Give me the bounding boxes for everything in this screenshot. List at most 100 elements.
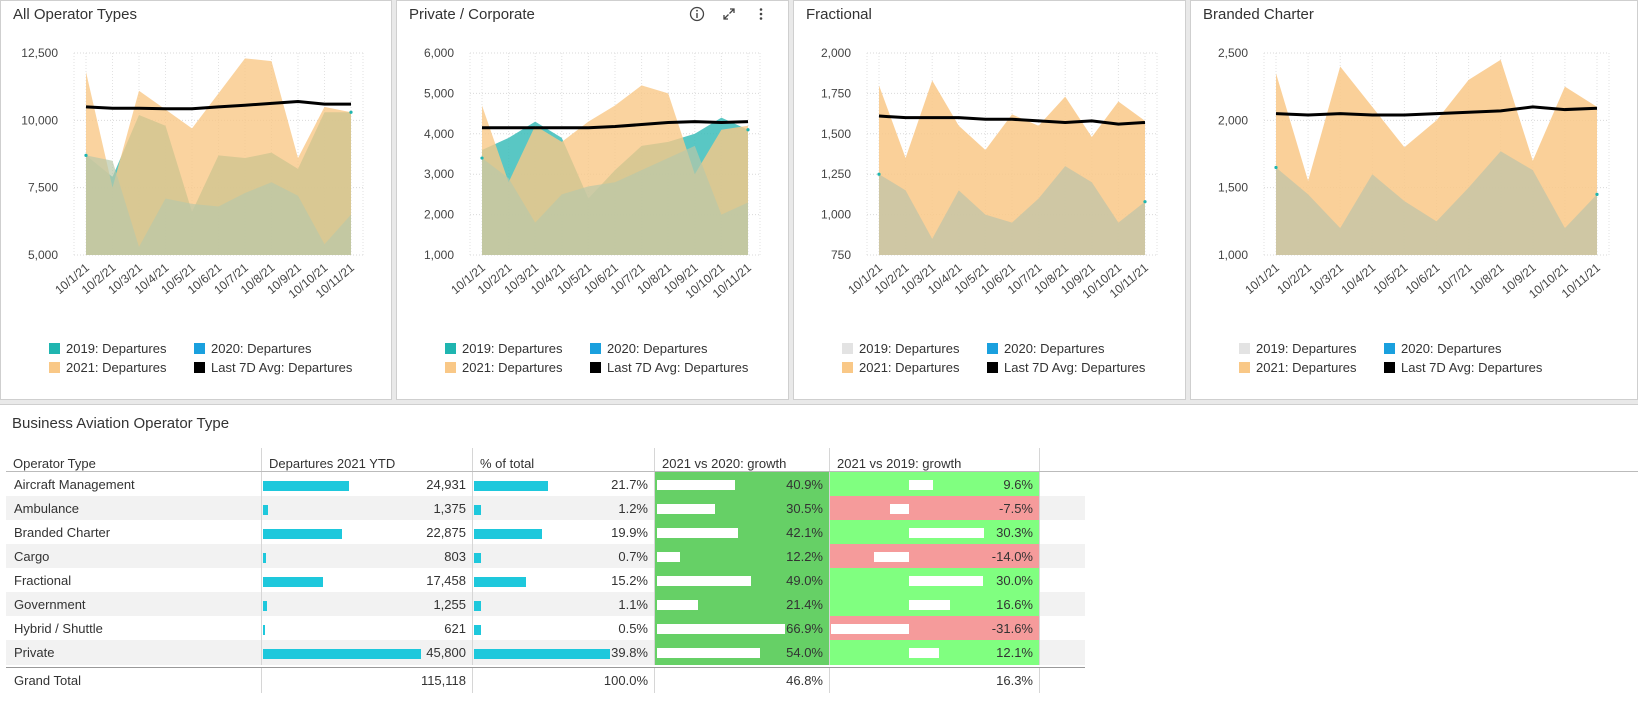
legend-2020[interactable]: 2020: Departures bbox=[194, 341, 384, 356]
legend-label: 2021: Departures bbox=[462, 360, 563, 375]
legend-2020[interactable]: 2020: Departures bbox=[987, 341, 1177, 356]
growth-vs-2020-cell: 40.9% bbox=[655, 472, 830, 497]
percent-total-bar bbox=[474, 481, 549, 491]
operator-type-cell: Cargo bbox=[6, 544, 262, 569]
percent-total-cell: 39.8% bbox=[473, 640, 655, 665]
legend-2021[interactable]: 2021: Departures bbox=[1239, 360, 1384, 375]
grand-total-label: Grand Total bbox=[14, 673, 81, 688]
operator-type-label: Private bbox=[14, 645, 55, 660]
area-2019-departures[interactable] bbox=[482, 145, 748, 255]
legend-2020[interactable]: 2020: Departures bbox=[1384, 341, 1574, 356]
info-icon[interactable] bbox=[688, 5, 706, 23]
growth-vs-2019-cell: 30.0% bbox=[830, 568, 1040, 593]
legend-2021[interactable]: 2021: Departures bbox=[49, 360, 194, 375]
percent-total-bar bbox=[474, 553, 481, 563]
line-last-7d-avg[interactable] bbox=[1275, 105, 1598, 117]
area-2019-departures[interactable] bbox=[1276, 151, 1597, 255]
y-tick-label: 6,000 bbox=[424, 46, 454, 60]
line-last-7d-avg[interactable] bbox=[85, 99, 351, 111]
legend-label: 2021: Departures bbox=[1256, 360, 1357, 375]
grand-total-growth-2019-cell: 16.3% bbox=[830, 668, 1040, 693]
legend-2019[interactable]: 2019: Departures bbox=[445, 341, 590, 356]
growth-vs-2019-cell: 16.6% bbox=[830, 592, 1040, 617]
legend-2021[interactable]: 2021: Departures bbox=[842, 360, 987, 375]
legend-label: 2020: Departures bbox=[1004, 341, 1105, 356]
percent-total-bar bbox=[474, 601, 481, 611]
growth-vs-2020-value: 21.4% bbox=[786, 597, 823, 612]
growth-vs-2019-bar bbox=[890, 504, 909, 514]
x-tick-label: 10/1/21 bbox=[1242, 260, 1282, 297]
operator-type-label: Hybrid / Shuttle bbox=[14, 621, 103, 636]
growth-vs-2019-value: -7.5% bbox=[999, 501, 1033, 516]
legend-label: 2021: Departures bbox=[859, 360, 960, 375]
growth-vs-2019-value: -31.6% bbox=[991, 621, 1033, 636]
percent-total-bar bbox=[474, 577, 526, 587]
percent-total-value: 1.2% bbox=[618, 501, 648, 516]
area-chart[interactable]: 6,0005,0004,0003,0002,0001,00010/1/2110/… bbox=[397, 1, 790, 331]
y-tick-label: 5,000 bbox=[28, 248, 58, 262]
growth-vs-2019-value: 30.0% bbox=[996, 573, 1033, 588]
legend-2019[interactable]: 2019: Departures bbox=[1239, 341, 1384, 356]
legend-2020[interactable]: 2020: Departures bbox=[590, 341, 780, 356]
panel-title: All Operator Types bbox=[13, 6, 137, 23]
growth-vs-2019-cell: -14.0% bbox=[830, 544, 1040, 569]
departures-bar bbox=[263, 505, 268, 515]
table-row[interactable]: Government 1,255 1.1% 21.4% 16.6% bbox=[6, 592, 1085, 617]
growth-vs-2020-bar bbox=[657, 504, 716, 514]
legend-swatch bbox=[49, 343, 60, 354]
table-row[interactable]: Fractional 17,458 15.2% 49.0% 30.0% bbox=[6, 568, 1085, 593]
y-tick-label: 1,000 bbox=[821, 208, 851, 222]
area-2019-departures[interactable] bbox=[86, 155, 351, 255]
departures-value: 22,875 bbox=[426, 525, 466, 540]
series-end-marker bbox=[349, 110, 353, 114]
operator-type-table-panel: Business Aviation Operator Type Operator… bbox=[0, 404, 1638, 719]
table-row[interactable]: Private 45,800 39.8% 54.0% 12.1% bbox=[6, 640, 1085, 665]
area-chart[interactable]: 12,50010,0007,5005,00010/1/2110/2/2110/3… bbox=[1, 1, 393, 331]
percent-total-value: 0.5% bbox=[618, 621, 648, 636]
chart-panel-fractional: Fractional 2,000 1,750 1,500 1,250 1,000 750 1… bbox=[793, 0, 1186, 400]
departures-cell: 17,458 bbox=[262, 568, 473, 593]
more-options-icon[interactable] bbox=[752, 5, 770, 23]
x-tick-label: 10/5/21 bbox=[1371, 260, 1411, 297]
table-row[interactable]: Ambulance 1,375 1.2% 30.5% -7.5% bbox=[6, 496, 1085, 521]
percent-total-value: 21.7% bbox=[611, 477, 648, 492]
departures-value: 803 bbox=[444, 549, 466, 564]
table-row[interactable]: Hybrid / Shuttle 621 0.5% 66.9% -31.6% bbox=[6, 616, 1085, 641]
legend-2019[interactable]: 2019: Departures bbox=[49, 341, 194, 356]
legend-label: Last 7D Avg: Departures bbox=[607, 360, 749, 375]
percent-total-cell: 1.2% bbox=[473, 496, 655, 521]
grand-total-row[interactable]: Grand Total 115,118 100.0% 46.8% 16.3% bbox=[6, 668, 1085, 693]
chart-panel-private-corporate: Private / Corporate 6,000 5,000 4,000 3,000… bbox=[396, 0, 789, 400]
legend-2021[interactable]: 2021: Departures bbox=[445, 360, 590, 375]
growth-vs-2019-bar bbox=[909, 648, 939, 658]
expand-icon[interactable] bbox=[720, 5, 738, 23]
y-tick-label: 12,500 bbox=[21, 46, 58, 60]
area-2019-departures[interactable] bbox=[879, 166, 1145, 255]
growth-vs-2020-value: 66.9% bbox=[786, 621, 823, 636]
legend-swatch bbox=[987, 343, 998, 354]
legend-last-7d-avg[interactable]: Last 7D Avg: Departures bbox=[194, 360, 384, 375]
percent-total-cell: 21.7% bbox=[473, 472, 655, 497]
area-chart[interactable]: 2,0001,7501,5001,2501,00075010/1/2110/2/… bbox=[794, 1, 1187, 331]
operator-type-cell: Fractional bbox=[6, 568, 262, 593]
panel-title: Private / Corporate bbox=[409, 6, 535, 23]
grand-total-percent: 100.0% bbox=[603, 673, 648, 688]
growth-vs-2020-value: 40.9% bbox=[786, 477, 823, 492]
y-tick-label: 7,500 bbox=[28, 181, 58, 195]
departures-bar bbox=[263, 625, 266, 635]
legend-2019[interactable]: 2019: Departures bbox=[842, 341, 987, 356]
area-chart[interactable]: 2,500 2,000 1,500 1,00010/1/2110/2/2110/3/2… bbox=[1191, 1, 1638, 331]
growth-vs-2019-bar bbox=[909, 576, 984, 586]
legend-swatch bbox=[842, 362, 853, 373]
departures-value: 1,255 bbox=[433, 597, 466, 612]
legend-last-7d-avg[interactable]: Last 7D Avg: Departures bbox=[987, 360, 1177, 375]
growth-vs-2020-bar bbox=[657, 552, 681, 562]
table-row[interactable]: Aircraft Management 24,931 21.7% 40.9% 9.6% bbox=[6, 472, 1085, 497]
table-row[interactable]: Branded Charter 22,875 19.9% 42.1% 30.3% bbox=[6, 520, 1085, 545]
legend-last-7d-avg[interactable]: Last 7D Avg: Departures bbox=[1384, 360, 1574, 375]
line-last-7d-avg[interactable] bbox=[878, 114, 1146, 126]
table-row[interactable]: Cargo 803 0.7% 12.2% -14.0% bbox=[6, 544, 1085, 569]
legend-last-7d-avg[interactable]: Last 7D Avg: Departures bbox=[590, 360, 780, 375]
line-last-7d-avg[interactable] bbox=[482, 120, 749, 130]
legend-swatch bbox=[194, 362, 205, 373]
